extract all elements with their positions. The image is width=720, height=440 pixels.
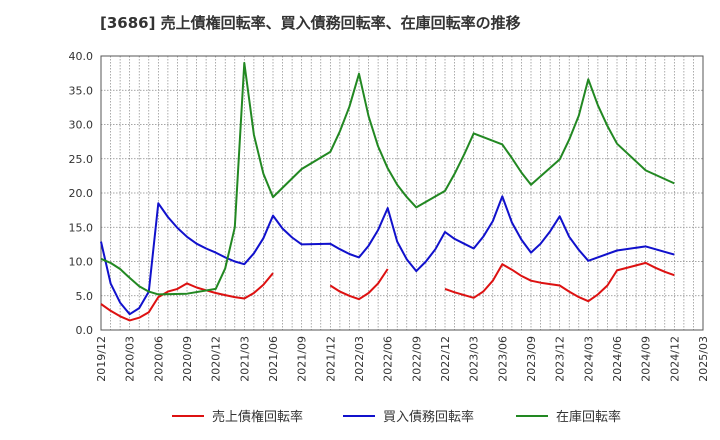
x-tick-label: 2022/12 xyxy=(439,336,452,382)
series-line-0-segment-0 xyxy=(100,272,274,322)
y-tick-label: 40.0 xyxy=(69,50,94,63)
legend-label-1: 買入債務回転率 xyxy=(383,409,474,425)
series-line-0-segment-1 xyxy=(329,268,389,301)
x-tick-label: 2025/03 xyxy=(697,336,710,382)
x-tick-label: 2023/12 xyxy=(554,336,567,382)
x-tick-label: 2021/03 xyxy=(238,336,251,382)
y-tick-label: 5.0 xyxy=(76,290,94,303)
series-line-1-segment-0 xyxy=(100,195,675,316)
legend-label-0: 売上債権回転率 xyxy=(212,409,303,425)
x-tick-label: 2020/03 xyxy=(124,336,137,382)
x-tick-label: 2023/06 xyxy=(496,336,509,382)
y-tick-label: 15.0 xyxy=(69,221,94,234)
x-tick-label: 2020/06 xyxy=(152,336,165,382)
series-line-0-segment-2 xyxy=(444,261,675,303)
axis-layer: 0.0 5.0 10.0 15.0 20.0 25.0 30.0 35.0 40.0 2019/1… xyxy=(69,50,711,382)
x-tick-label: 2024/09 xyxy=(640,336,653,382)
x-tick-label: 2021/12 xyxy=(324,336,337,382)
grid-layer xyxy=(100,55,704,331)
y-tick-label: 20.0 xyxy=(69,187,94,200)
x-tick-label: 2022/03 xyxy=(353,336,366,382)
x-tick-label: 2020/12 xyxy=(210,336,223,382)
series-line-2-segment-0 xyxy=(100,61,675,296)
x-tick-label: 2023/09 xyxy=(525,336,538,382)
legend-layer: 売上債権回転率 買入債務回転率 在庫回転率 xyxy=(172,409,621,425)
x-tick-label: 2023/03 xyxy=(468,336,481,382)
plot-frame xyxy=(100,55,704,331)
x-tick-label: 2024/06 xyxy=(611,336,624,382)
y-tick-label: 0.0 xyxy=(76,324,94,337)
x-tick-label: 2022/09 xyxy=(410,336,423,382)
y-tick-label: 25.0 xyxy=(69,153,94,166)
x-tick-label: 2024/03 xyxy=(582,336,595,382)
x-tick-label: 2024/12 xyxy=(668,336,681,382)
x-tick-label: 2022/06 xyxy=(382,336,395,382)
y-tick-label: 35.0 xyxy=(69,84,94,97)
y-tick-label: 30.0 xyxy=(69,119,94,132)
y-tick-label: 10.0 xyxy=(69,256,94,269)
x-tick-label: 2020/09 xyxy=(181,336,194,382)
legend-label-2: 在庫回転率 xyxy=(556,409,621,425)
x-tick-label: 2021/06 xyxy=(267,336,280,382)
x-tick-label: 2021/09 xyxy=(296,336,309,382)
chart-title: [3686] 売上債権回転率、買入債務回転率、在庫回転率の推移 xyxy=(100,14,521,32)
x-tick-label: 2019/12 xyxy=(95,336,108,382)
series-layer xyxy=(100,61,675,322)
